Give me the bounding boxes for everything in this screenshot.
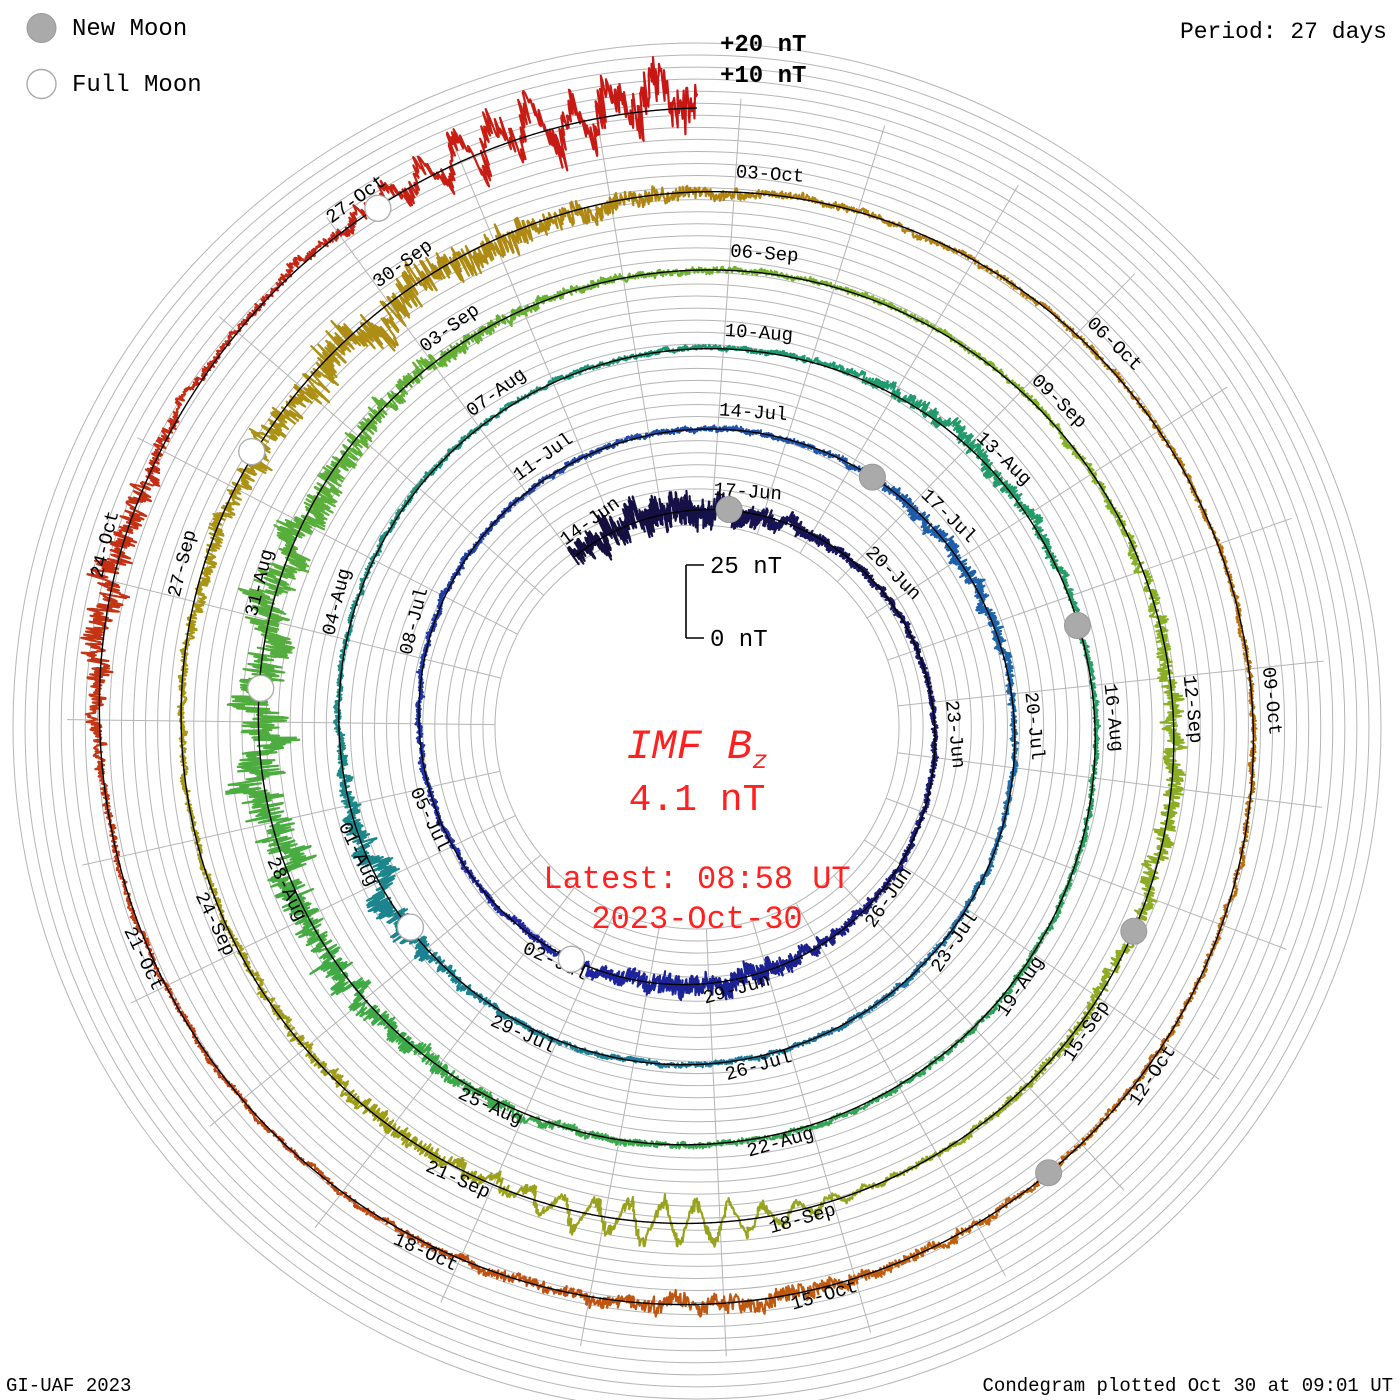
svg-text:IMF Bz: IMF Bz <box>626 723 768 776</box>
svg-text:New Moon: New Moon <box>72 16 187 43</box>
svg-text:Period: 27 days: Period: 27 days <box>1180 19 1387 45</box>
svg-text:Condegram plotted Oct 30 at 09: Condegram plotted Oct 30 at 09:01 UT <box>983 1375 1393 1397</box>
svg-text:GI-UAF 2023: GI-UAF 2023 <box>6 1375 131 1397</box>
svg-text:Full Moon: Full Moon <box>72 72 202 99</box>
svg-text:25 nT: 25 nT <box>710 554 782 581</box>
svg-text:4.1 nT: 4.1 nT <box>629 779 766 822</box>
svg-text:Latest: 08:58 UT: Latest: 08:58 UT <box>543 861 850 898</box>
svg-text:+10 nT: +10 nT <box>720 63 806 90</box>
svg-text:2023-Oct-30: 2023-Oct-30 <box>591 901 802 938</box>
svg-text:0 nT: 0 nT <box>710 627 768 654</box>
svg-text:+20 nT: +20 nT <box>720 32 806 59</box>
